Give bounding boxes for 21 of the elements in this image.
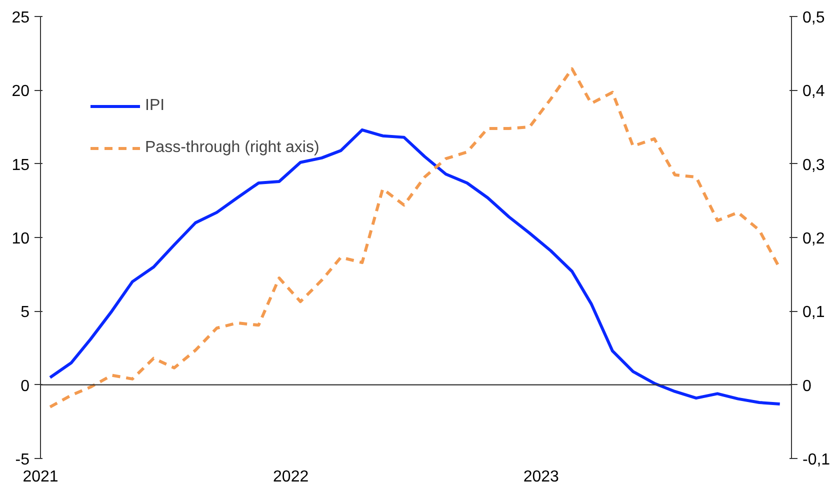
- y2-tick-label: -0,1: [802, 452, 830, 468]
- line-series: [48, 128, 782, 406]
- y-tick-label: 0: [20, 378, 30, 395]
- y-tick-label: 20: [12, 83, 30, 100]
- legend-label: IPI: [145, 97, 165, 115]
- y2-tick-label: 0,4: [802, 83, 825, 100]
- x-tick-label: 2022: [273, 468, 309, 484]
- y2-tick-label: 0,5: [802, 10, 825, 26]
- y2-tick-label: 0: [802, 378, 812, 395]
- y2-tick-label: 0,2: [802, 230, 825, 248]
- y-tick-label: 5: [20, 304, 30, 322]
- legend-label: Pass-through (right axis): [145, 139, 320, 157]
- x-tick-label: 2021: [22, 468, 58, 484]
- y2-tick-label: 0,3: [802, 156, 825, 174]
- y-tick-label: 25: [12, 10, 30, 26]
- y-tick-label: -5: [15, 452, 30, 468]
- y-tick-label: 15: [12, 156, 30, 174]
- x-tick-label: 2023: [523, 468, 560, 484]
- line-series: [48, 67, 782, 408]
- y2-tick-label: 0,1: [802, 304, 825, 322]
- y-tick-label: 10: [12, 230, 30, 248]
